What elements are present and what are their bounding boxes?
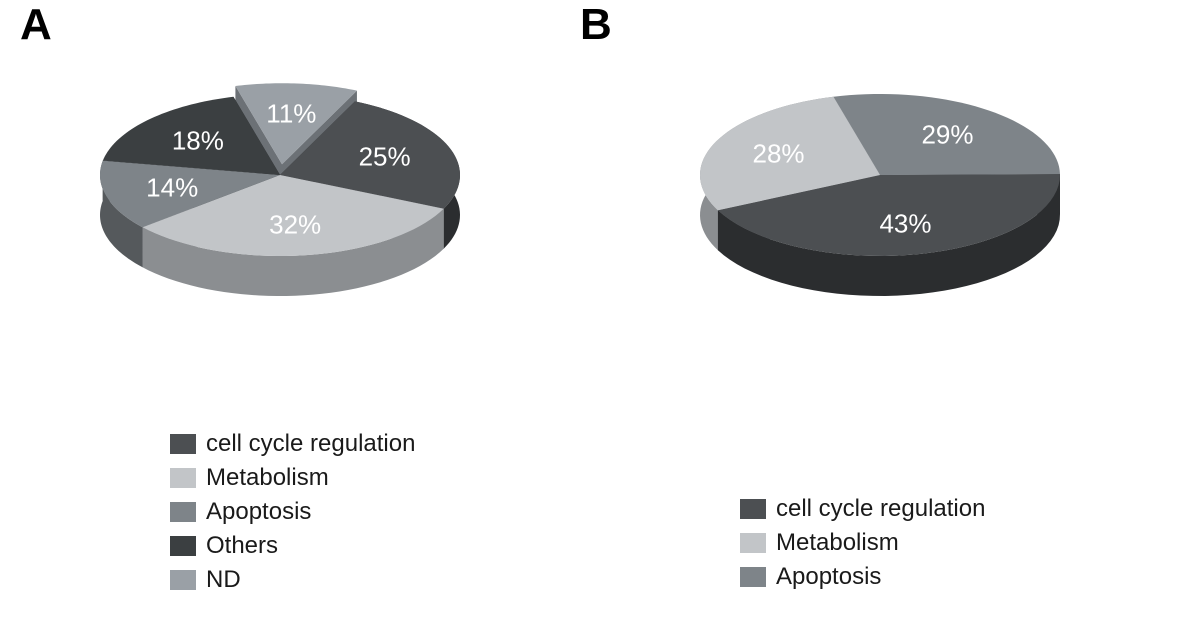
legend-a-legend-item: ND bbox=[170, 566, 415, 594]
legend-b-legend-label: cell cycle regulation bbox=[776, 495, 985, 523]
legend-a-legend-swatch bbox=[170, 468, 196, 488]
legend-a-legend-label: Apoptosis bbox=[206, 498, 311, 526]
legend-a: cell cycle regulation Metabolism Apoptosis… bbox=[170, 430, 415, 600]
legend-a-legend-label: cell cycle regulation bbox=[206, 430, 415, 458]
legend-b-legend-label: Metabolism bbox=[776, 529, 899, 557]
legend-a-legend-item: Apoptosis bbox=[170, 498, 415, 526]
legend-b-legend-label: Apoptosis bbox=[776, 563, 881, 591]
legend-a-legend-swatch bbox=[170, 536, 196, 556]
legend-a-legend-item: Metabolism bbox=[170, 464, 415, 492]
legend-b-legend-item: cell cycle regulation bbox=[740, 495, 985, 523]
legend-a-legend-item: Others bbox=[170, 532, 415, 560]
legend-b: cell cycle regulation Metabolism Apoptosis bbox=[740, 495, 985, 597]
legend-b-legend-item: Apoptosis bbox=[740, 563, 985, 591]
legend-a-legend-label: Others bbox=[206, 532, 278, 560]
legend-a-legend-label: Metabolism bbox=[206, 464, 329, 492]
legend-a-legend-swatch bbox=[170, 502, 196, 522]
legend-a-legend-swatch bbox=[170, 570, 196, 590]
legend-b-legend-swatch bbox=[740, 567, 766, 587]
legend-a-legend-label: ND bbox=[206, 566, 241, 594]
legend-b-legend-item: Metabolism bbox=[740, 529, 985, 557]
legend-a-legend-item: cell cycle regulation bbox=[170, 430, 415, 458]
legend-b-legend-swatch bbox=[740, 533, 766, 553]
pie-charts-stage bbox=[0, 0, 1200, 420]
legend-a-legend-swatch bbox=[170, 434, 196, 454]
legend-b-legend-swatch bbox=[740, 499, 766, 519]
